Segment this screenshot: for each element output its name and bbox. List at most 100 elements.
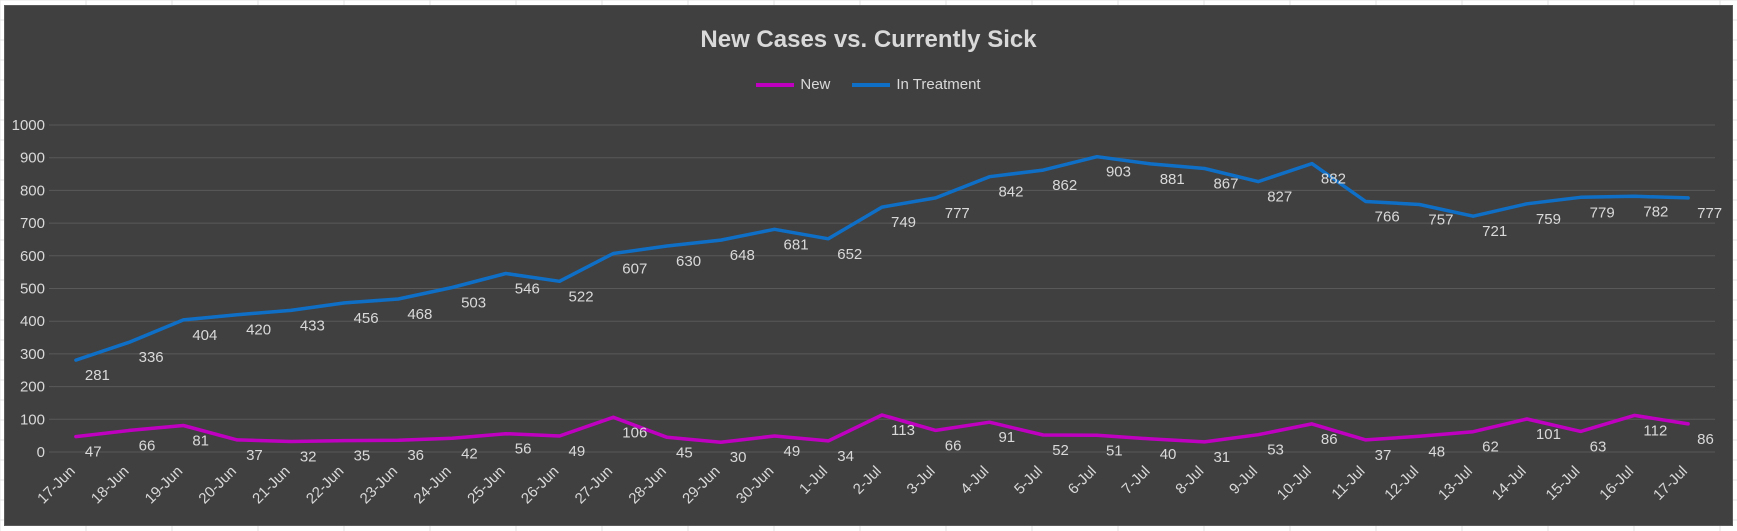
data-label-in-treatment: 862 — [1052, 177, 1077, 194]
data-label-in-treatment: 903 — [1106, 164, 1131, 181]
x-tick-label: 16-Jul — [1596, 463, 1637, 504]
data-label-new: 34 — [837, 448, 854, 465]
x-tick-label: 7-Jul — [1119, 463, 1154, 498]
x-tick-label: 11-Jul — [1328, 463, 1368, 503]
data-label-new: 86 — [1697, 431, 1714, 448]
data-label-in-treatment: 779 — [1590, 204, 1615, 221]
series-line-in-treatment — [74, 154, 1690, 362]
data-label-in-treatment: 777 — [1697, 205, 1722, 222]
series-line-new — [74, 413, 1690, 444]
x-tick-label: 5-Jul — [1011, 463, 1046, 498]
data-label-new: 66 — [945, 437, 962, 454]
x-tick-label: 18-Jun — [88, 463, 132, 507]
data-label-new: 37 — [246, 447, 263, 464]
y-tick-label: 400 — [20, 313, 45, 330]
data-label-new: 48 — [1428, 443, 1445, 460]
data-label-new: 31 — [1213, 449, 1230, 466]
x-tick-label: 24-Jun — [410, 463, 454, 507]
data-label-in-treatment: 630 — [676, 253, 701, 270]
data-label-in-treatment: 336 — [139, 349, 164, 366]
data-label-new: 112 — [1643, 422, 1667, 439]
x-tick-label: 23-Jun — [357, 463, 401, 507]
x-tick-label: 10-Jul — [1274, 463, 1315, 504]
data-label-in-treatment: 681 — [784, 236, 809, 253]
x-tick-label: 30-Jun — [733, 463, 777, 507]
x-tick-label: 15-Jul — [1543, 463, 1584, 504]
data-label-in-treatment: 607 — [622, 261, 647, 278]
data-label-new: 47 — [85, 444, 102, 461]
x-tick-label: 3-Jul — [904, 463, 939, 498]
data-label-new: 81 — [192, 433, 209, 450]
legend-swatch-new — [756, 82, 795, 87]
data-label-in-treatment: 842 — [998, 184, 1023, 201]
y-tick-label: 500 — [20, 281, 45, 298]
x-tick-label: 21-Jun — [249, 463, 293, 507]
data-label-new: 49 — [784, 443, 801, 460]
y-tick-label: 600 — [20, 248, 45, 265]
data-label-in-treatment: 404 — [192, 327, 217, 344]
y-tick-label: 800 — [20, 182, 45, 199]
data-label-new: 53 — [1267, 442, 1284, 459]
data-label-in-treatment: 882 — [1321, 171, 1346, 188]
legend-label-new: New — [800, 76, 831, 93]
y-tick-label: 200 — [20, 379, 45, 396]
data-label-new: 52 — [1052, 442, 1069, 459]
legend-item-new: New — [756, 76, 830, 93]
data-label-in-treatment: 782 — [1643, 203, 1668, 220]
data-label-new: 91 — [998, 429, 1015, 446]
data-label-in-treatment: 648 — [730, 247, 755, 264]
y-tick-label: 1000 — [12, 117, 45, 134]
data-label-in-treatment: 881 — [1160, 171, 1185, 188]
x-tick-label: 8-Jul — [1172, 463, 1207, 498]
data-label-new: 40 — [1160, 446, 1177, 463]
data-label-new: 51 — [1106, 442, 1123, 459]
x-tick-label: 4-Jul — [957, 463, 992, 498]
x-tick-label: 17-Jun — [34, 463, 78, 507]
data-label-in-treatment: 757 — [1428, 211, 1453, 228]
x-tick-label: 12-Jul — [1381, 463, 1422, 504]
data-label-in-treatment: 433 — [300, 317, 325, 334]
data-label-in-treatment: 827 — [1267, 189, 1292, 206]
data-label-new: 63 — [1590, 438, 1607, 455]
data-label-new: 35 — [354, 448, 371, 465]
data-label-in-treatment: 721 — [1482, 223, 1507, 240]
data-label-in-treatment: 456 — [354, 310, 379, 327]
data-label-new: 66 — [139, 437, 156, 454]
data-label-new: 32 — [300, 449, 317, 466]
legend-swatch-in-treatment — [852, 82, 891, 87]
data-label-in-treatment: 777 — [945, 205, 970, 222]
data-label-in-treatment: 749 — [891, 214, 916, 231]
data-label-in-treatment: 546 — [515, 280, 540, 297]
chart-title: New Cases vs. Currently Sick — [700, 26, 1037, 53]
x-tick-label: 2-Jul — [850, 463, 885, 498]
data-label-new: 42 — [461, 445, 478, 462]
chart-area[interactable]: 0 100 200 300 400 500 600 700 800 900 1000 17-Jun 18… — [4, 5, 1733, 526]
data-label-in-treatment: 522 — [569, 288, 594, 305]
data-label-new: 106 — [622, 424, 647, 441]
x-tick-label: 27-Jun — [572, 463, 616, 507]
data-label-new: 62 — [1482, 439, 1499, 456]
data-label-new: 49 — [569, 443, 586, 460]
y-tick-label: 700 — [20, 215, 45, 232]
y-tick-label: 100 — [20, 411, 45, 428]
data-label-in-treatment: 420 — [246, 322, 271, 339]
data-label-new: 30 — [730, 449, 747, 466]
data-label-in-treatment: 867 — [1213, 175, 1238, 192]
y-tick-label: 900 — [20, 150, 45, 167]
x-tick-label: 28-Jun — [625, 463, 669, 507]
x-tick-label: 26-Jun — [518, 463, 562, 507]
data-label-new: 101 — [1536, 426, 1561, 443]
x-tick-label: 29-Jun — [679, 463, 723, 507]
x-tick-label: 1-Jul — [796, 463, 831, 498]
chart-plot: 0 100 200 300 400 500 600 700 800 900 1000 17-Jun 18… — [12, 117, 1723, 507]
data-label-new: 45 — [676, 444, 693, 461]
x-tick-label: 9-Jul — [1226, 463, 1261, 498]
x-tick-label: 17-Jul — [1650, 463, 1691, 504]
x-tick-label: 22-Jun — [303, 463, 347, 507]
data-label-new: 37 — [1375, 447, 1392, 464]
x-tick-label: 20-Jun — [195, 463, 239, 507]
data-label-new: 36 — [407, 447, 424, 464]
data-label-new: 86 — [1321, 431, 1338, 448]
data-label-in-treatment: 503 — [461, 295, 486, 312]
x-tick-label: 14-Jul — [1489, 463, 1530, 504]
